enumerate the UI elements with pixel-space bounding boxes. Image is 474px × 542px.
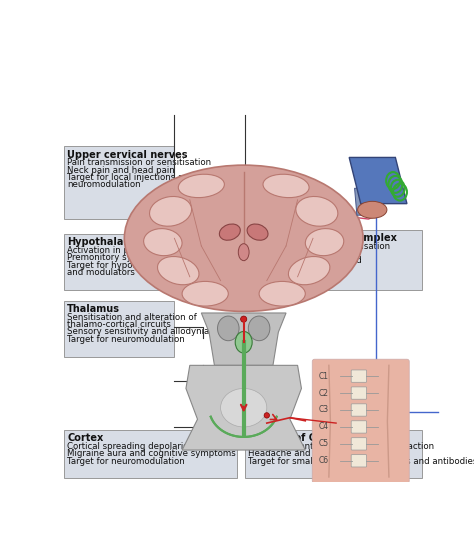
Text: Pain transmission or sensitisation: Pain transmission or sensitisation: [67, 158, 211, 167]
Ellipse shape: [144, 229, 182, 256]
FancyBboxPatch shape: [351, 370, 366, 382]
Text: Neck pain and head pain: Neck pain and head pain: [67, 165, 175, 175]
Text: Target for neuromodulation: Target for neuromodulation: [67, 335, 185, 344]
Text: Headache and other symptoms: Headache and other symptoms: [248, 449, 384, 459]
Ellipse shape: [182, 281, 228, 306]
Text: Sensory sensitivity and allodynia: Sensory sensitivity and allodynia: [67, 327, 210, 337]
FancyBboxPatch shape: [312, 359, 409, 483]
Text: C2: C2: [319, 389, 328, 398]
Text: Target for local injections and: Target for local injections and: [67, 173, 194, 182]
Ellipse shape: [124, 165, 363, 312]
Ellipse shape: [178, 174, 224, 198]
FancyBboxPatch shape: [351, 438, 366, 450]
Text: Target for medications and: Target for medications and: [246, 256, 362, 266]
Polygon shape: [201, 313, 286, 365]
Bar: [64, 146, 173, 220]
Ellipse shape: [358, 201, 387, 218]
Bar: [243, 230, 422, 291]
Text: neuromodulation: neuromodulation: [246, 264, 319, 273]
Bar: [64, 234, 173, 291]
Ellipse shape: [241, 316, 247, 322]
Text: Migraine aura and cognitive symptoms: Migraine aura and cognitive symptoms: [67, 449, 236, 459]
Ellipse shape: [149, 196, 191, 226]
Bar: [64, 301, 173, 357]
Text: Thalamus: Thalamus: [67, 304, 120, 314]
Ellipse shape: [235, 332, 252, 353]
Ellipse shape: [263, 174, 309, 198]
Text: Multiple potential sources or sites of action: Multiple potential sources or sites of a…: [248, 442, 434, 451]
Ellipse shape: [259, 281, 305, 306]
Text: Target for neuromodulation: Target for neuromodulation: [67, 457, 185, 466]
Ellipse shape: [264, 412, 270, 418]
Text: and modulators: and modulators: [67, 268, 135, 277]
Text: Sensitisation and alteration of: Sensitisation and alteration of: [67, 313, 197, 321]
Text: Pain transmission or sensitisation: Pain transmission or sensitisation: [246, 242, 390, 250]
Text: Cortex: Cortex: [67, 433, 103, 443]
Ellipse shape: [248, 316, 270, 341]
Text: Cortical spreading depolarisation, altered connectivity: Cortical spreading depolarisation, alter…: [67, 442, 301, 451]
Text: Trigemino-cervical complex: Trigemino-cervical complex: [246, 233, 397, 243]
Text: Hypothalamus: Hypothalamus: [67, 237, 146, 247]
Text: C1: C1: [319, 372, 328, 380]
Text: C3: C3: [319, 405, 328, 415]
Ellipse shape: [218, 316, 239, 341]
Text: Upper cervical nerves: Upper cervical nerves: [67, 150, 188, 159]
Text: C6: C6: [319, 456, 328, 466]
Ellipse shape: [305, 229, 344, 256]
Ellipse shape: [220, 389, 267, 427]
Text: thalamo-cortical circuits: thalamo-cortical circuits: [67, 320, 171, 329]
Text: C5: C5: [319, 440, 328, 448]
Text: C4: C4: [319, 422, 328, 431]
Bar: [64, 430, 237, 478]
Text: Headache and neck pain: Headache and neck pain: [246, 249, 353, 258]
Ellipse shape: [238, 244, 249, 261]
Polygon shape: [349, 157, 407, 204]
Ellipse shape: [157, 256, 199, 285]
FancyBboxPatch shape: [351, 421, 366, 433]
Ellipse shape: [296, 196, 338, 226]
Ellipse shape: [219, 224, 240, 240]
Text: Premonitory symptoms: Premonitory symptoms: [67, 253, 167, 262]
Text: Target for hypothalamic peptides: Target for hypothalamic peptides: [67, 261, 210, 269]
Text: neuromodulation: neuromodulation: [67, 180, 141, 189]
FancyBboxPatch shape: [351, 455, 366, 467]
FancyBboxPatch shape: [351, 404, 366, 416]
Ellipse shape: [288, 256, 330, 285]
Text: Release of CGRP and PACAP: Release of CGRP and PACAP: [248, 433, 401, 443]
Ellipse shape: [247, 224, 268, 240]
Polygon shape: [182, 365, 305, 450]
Text: Target for small-molecule antagonists and antibodies: Target for small-molecule antagonists an…: [248, 457, 474, 466]
Polygon shape: [355, 188, 380, 215]
Bar: [245, 430, 422, 478]
FancyBboxPatch shape: [351, 387, 366, 399]
Text: Activation in premonitory phase: Activation in premonitory phase: [67, 246, 205, 255]
